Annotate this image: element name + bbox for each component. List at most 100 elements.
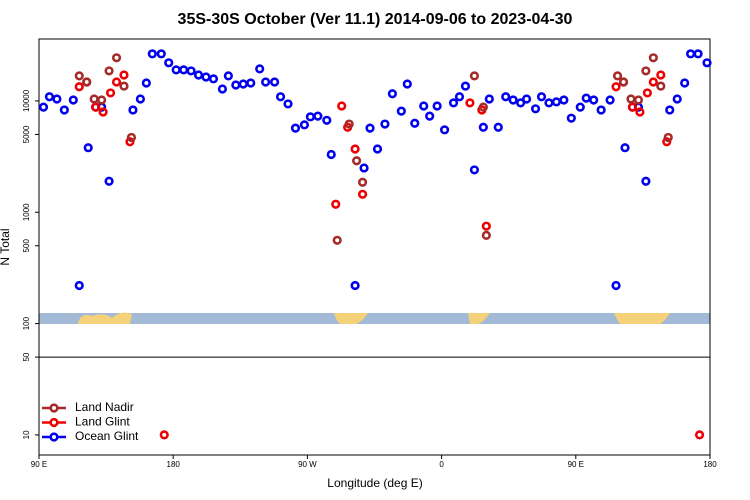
point (365, 123, 375, 133)
point (128, 105, 138, 115)
chart-title: 35S-30S October (Ver 11.1) 2014-09-06 to… (178, 11, 573, 28)
point (135, 94, 145, 104)
point (344, 119, 354, 129)
point (322, 115, 332, 125)
point (147, 49, 157, 59)
point (575, 102, 585, 112)
point (269, 77, 280, 87)
point (656, 70, 666, 80)
point (521, 94, 532, 104)
point (186, 66, 196, 76)
point (387, 89, 397, 99)
point (454, 92, 465, 102)
point (255, 64, 265, 74)
point (501, 92, 511, 102)
point (536, 92, 547, 102)
point (380, 119, 390, 129)
point (425, 111, 435, 121)
land-strip (78, 312, 132, 324)
y-tick-label: 10 (22, 430, 31, 439)
point (83, 143, 93, 153)
point (159, 430, 169, 440)
point (104, 66, 114, 76)
point (635, 107, 645, 117)
y-tick-label: 500 (22, 239, 31, 253)
point (611, 280, 621, 291)
point (612, 71, 623, 81)
point (74, 280, 84, 291)
point (605, 95, 615, 105)
point (620, 143, 630, 153)
point (74, 71, 84, 81)
point (331, 199, 341, 209)
point (119, 70, 129, 80)
point (74, 82, 84, 92)
x-tick-label: 90 E (31, 460, 47, 469)
point (410, 118, 420, 128)
point (469, 71, 480, 81)
ocean-strip (39, 313, 710, 324)
x-tick-label: 180 (703, 460, 717, 469)
point (432, 101, 442, 111)
point (352, 156, 362, 166)
point (566, 113, 576, 123)
point (350, 280, 360, 291)
point (44, 92, 55, 102)
y-tick-label: 5000 (22, 125, 31, 143)
point (299, 120, 310, 130)
point (59, 105, 69, 115)
x-tick-label: 0 (439, 460, 444, 469)
point (104, 176, 114, 186)
point (82, 77, 92, 87)
y-tick-label: 10000 (22, 89, 31, 112)
point (52, 94, 62, 104)
point (332, 235, 342, 245)
legend-marker (49, 403, 59, 413)
point (98, 107, 108, 117)
point (484, 94, 494, 104)
point (680, 78, 690, 88)
point (589, 95, 599, 105)
point (208, 74, 219, 84)
point (481, 230, 491, 240)
point (672, 94, 682, 104)
y-axis-label: N Total (0, 228, 12, 265)
x-tick-label: 90 W (298, 460, 317, 469)
point (618, 77, 629, 87)
point (530, 104, 541, 114)
point (223, 71, 233, 81)
point (126, 132, 137, 143)
point (627, 102, 638, 112)
point (465, 98, 475, 108)
point (164, 58, 174, 68)
land-strip (468, 313, 490, 324)
point (125, 137, 135, 147)
point (357, 189, 368, 199)
point (97, 95, 107, 105)
point (275, 92, 286, 102)
point (662, 137, 672, 147)
plot-frame (38, 38, 711, 456)
point (460, 81, 471, 91)
point (693, 49, 703, 59)
marks (38, 49, 712, 440)
point (478, 122, 488, 132)
point (283, 99, 293, 109)
point (111, 53, 122, 63)
point (290, 123, 301, 133)
point (663, 132, 673, 143)
point (469, 165, 480, 175)
point (119, 81, 129, 91)
point (656, 81, 666, 91)
y-tick-label: 1000 (22, 203, 31, 221)
point (508, 95, 518, 105)
y-tick-label: 100 (22, 316, 31, 330)
point (419, 101, 429, 111)
point (350, 144, 360, 154)
point (559, 95, 569, 105)
point (493, 122, 503, 132)
point (402, 79, 412, 89)
point (313, 111, 323, 121)
point (478, 102, 488, 112)
